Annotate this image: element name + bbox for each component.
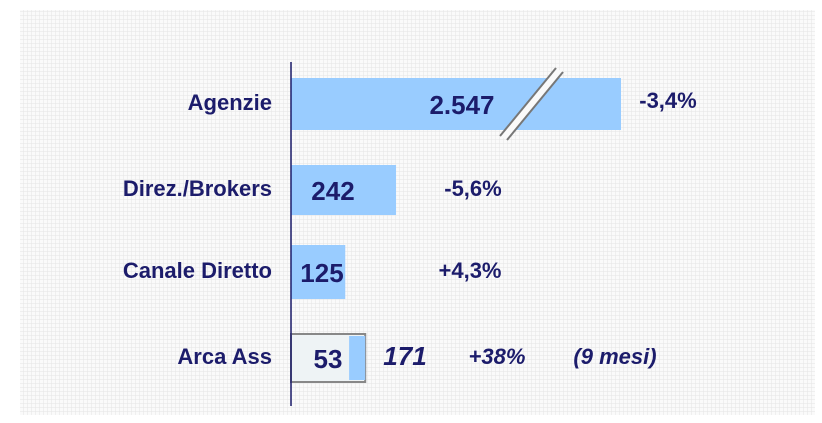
category-label: Arca Ass [177,344,272,369]
category-label: Agenzie [188,90,272,115]
category-label: Canale Diretto [123,258,272,283]
bar [349,336,366,380]
bar [291,78,621,130]
total-label: 171 [383,341,426,371]
bar [291,165,397,215]
change-label: +38% [469,344,526,369]
value-label: 125 [300,258,343,288]
change-label: +4,3% [439,258,502,283]
value-label: 2.547 [429,90,494,120]
plot-background [20,10,815,415]
axis-break [500,68,563,140]
axis-break-line [506,71,564,141]
axis-break-line [499,67,557,137]
category-label: Direz./Brokers [123,176,272,201]
change-label: -5,6% [444,176,501,201]
value-label: 53 [314,344,343,374]
value-label: 242 [311,176,354,206]
note: (9 mesi) [573,344,656,369]
bar [291,245,346,299]
change-label: -3,4% [639,88,696,113]
